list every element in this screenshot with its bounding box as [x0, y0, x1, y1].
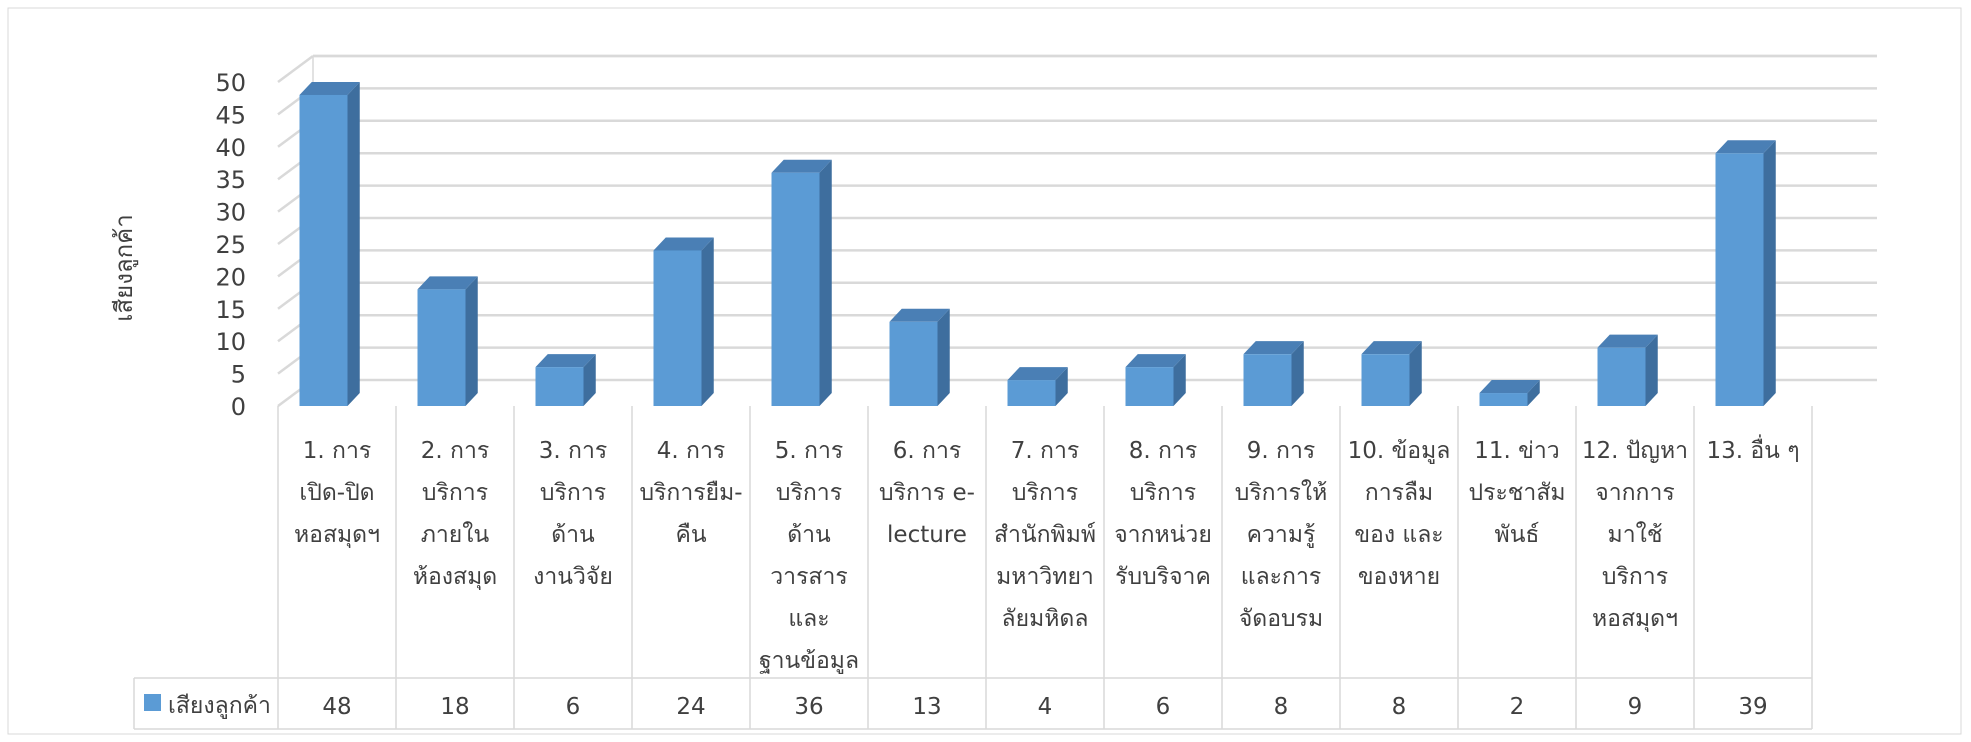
y-tick-label: 30 — [215, 199, 246, 227]
bar-top — [535, 354, 596, 368]
bar-front — [1007, 380, 1056, 406]
bar-side — [465, 276, 478, 406]
category-label-3: 3. การบริการด้านงานวิจัย — [533, 438, 613, 590]
bar-front — [1125, 367, 1174, 406]
bar-front — [1715, 153, 1764, 406]
bar-12 — [1597, 334, 1658, 406]
bar-side — [1055, 367, 1068, 406]
bar-top — [299, 81, 360, 95]
bar-5 — [771, 159, 832, 406]
category-label-10: 10. ข้อมูลการลืมของ และของหาย — [1348, 438, 1451, 590]
y-tick-label: 35 — [215, 166, 246, 194]
bar-side — [583, 354, 596, 406]
bar-side — [701, 237, 714, 406]
category-label-9: 9. การบริการให้ความรู้และการจัดอบรม — [1235, 438, 1328, 632]
bar-top — [653, 237, 714, 251]
data-label-10: 8 — [1392, 694, 1407, 720]
bar-front — [1479, 393, 1528, 406]
y-tick-label: 25 — [215, 231, 246, 259]
data-label-3: 6 — [566, 694, 581, 720]
y-axis-label: เสียงลูกค้า — [110, 214, 139, 321]
category-label-6: 6. การบริการ e-lecture — [879, 438, 975, 548]
bar-2 — [417, 276, 478, 406]
bar-1 — [299, 81, 360, 407]
category-label-7: 7. การบริการสำนักพิมพ์มหาวิทยาลัยมหิดล — [994, 438, 1096, 632]
gridline-side — [277, 54, 314, 84]
bar-side — [1645, 334, 1658, 406]
data-label-6: 13 — [912, 694, 941, 720]
bar-10 — [1361, 341, 1422, 406]
bar-side — [1763, 140, 1776, 406]
bar-top — [889, 308, 950, 322]
bar-9 — [1243, 341, 1304, 406]
category-label-4: 4. การบริการยืม-คืน — [639, 438, 742, 548]
bar-side — [1409, 341, 1422, 406]
bar-front — [1597, 347, 1646, 406]
bar-front — [299, 94, 348, 407]
data-label-1: 48 — [322, 694, 351, 720]
bar-side — [819, 159, 832, 406]
bar-front — [1243, 354, 1292, 406]
y-tick-label: 45 — [215, 101, 246, 129]
data-label-13: 39 — [1738, 694, 1767, 720]
data-label-7: 4 — [1038, 694, 1053, 720]
bar-side — [937, 308, 950, 406]
legend-swatch — [144, 694, 161, 711]
data-label-11: 2 — [1510, 694, 1525, 720]
category-label-13: 13. อื่น ๆ — [1706, 434, 1799, 464]
bar-side — [1173, 354, 1186, 406]
bar-front — [771, 172, 820, 406]
bar-top — [1597, 334, 1658, 348]
bar-top — [1243, 341, 1304, 355]
bar-7 — [1007, 367, 1068, 406]
bar-front — [1361, 354, 1410, 406]
y-tick-label: 5 — [231, 361, 246, 389]
y-tick-label: 15 — [215, 296, 246, 324]
bar-front — [653, 250, 702, 406]
category-label-5: 5. การบริการด้านวารสารและฐานข้อมูล — [759, 438, 859, 674]
category-label-12: 12. ปัญหาจากการมาใช้บริการหอสมุดฯ — [1582, 438, 1688, 632]
legend-label: เสียงลูกค้า — [168, 693, 271, 719]
bar-6 — [889, 308, 950, 406]
y-tick-label: 50 — [215, 69, 246, 97]
bar-top — [1361, 341, 1422, 355]
data-label-8: 6 — [1156, 694, 1171, 720]
bar-top — [417, 276, 478, 290]
bar-front — [889, 321, 938, 406]
y-axis-ticks: 0 5 10 15 20 25 30 35 40 45 50 — [215, 69, 246, 421]
data-label-12: 9 — [1628, 694, 1643, 720]
bar-side — [347, 81, 360, 407]
y-tick-label: 10 — [215, 328, 246, 356]
data-label-4: 24 — [676, 694, 705, 720]
y-tick-label: 40 — [215, 134, 246, 162]
bar-top — [1125, 354, 1186, 368]
bar-11 — [1479, 380, 1540, 406]
bar-top — [1007, 367, 1068, 381]
bar-13 — [1715, 140, 1776, 406]
bar-top — [1479, 380, 1540, 394]
bar-side — [1527, 380, 1540, 406]
bar-8 — [1125, 354, 1186, 406]
bar-front — [417, 289, 466, 406]
category-label-1: 1. การเปิด-ปิดหอสมุดฯ — [294, 438, 380, 548]
category-label-2: 2. การบริการภายในห้องสมุด — [413, 438, 497, 590]
bar-3 — [535, 354, 596, 406]
y-tick-label: 0 — [231, 393, 246, 421]
bar-front — [535, 367, 584, 406]
data-label-5: 36 — [794, 694, 823, 720]
data-label-9: 8 — [1274, 694, 1289, 720]
y-tick-label: 20 — [215, 263, 246, 291]
bar-top — [1715, 140, 1776, 154]
category-label-8: 8. การบริการจากหน่วยรับบริจาค — [1114, 438, 1212, 590]
bars — [299, 81, 1776, 407]
bar-side — [1291, 341, 1304, 406]
bar-4 — [653, 237, 714, 406]
category-label-11: 11. ข่าวประชาสัมพันธ์ — [1468, 438, 1565, 548]
bar-top — [771, 159, 832, 173]
data-label-2: 18 — [440, 694, 469, 720]
